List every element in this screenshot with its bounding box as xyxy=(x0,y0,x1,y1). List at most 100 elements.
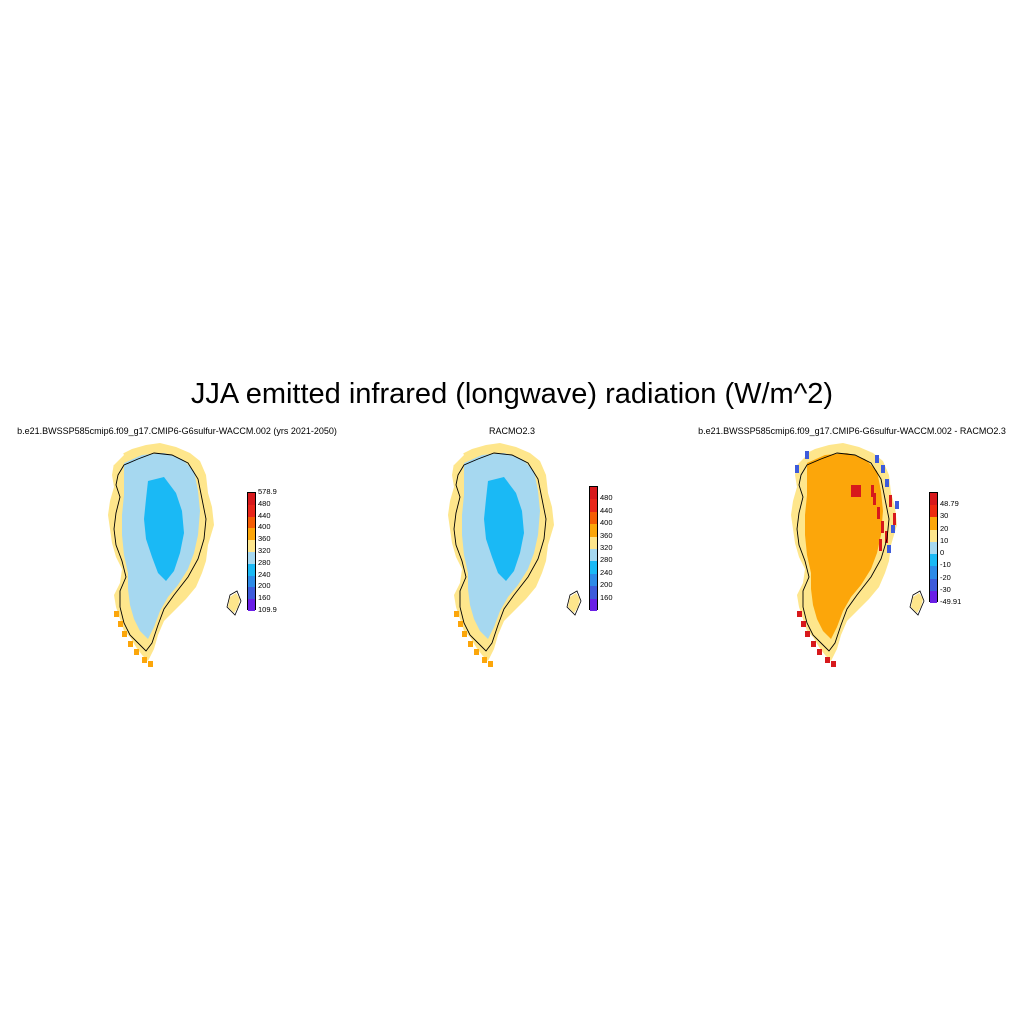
island-patch xyxy=(228,593,240,613)
anomaly-streak xyxy=(881,521,884,533)
colorbar-tick-label: 280 xyxy=(600,555,613,565)
map-racmo xyxy=(442,435,582,667)
colorbar-tick-label: 30 xyxy=(940,511,949,521)
colorbar-tick-label: 280 xyxy=(258,557,271,567)
colorbar-tick-label: 240 xyxy=(600,567,613,577)
colorbar-tick-label: 20 xyxy=(940,523,949,533)
anomaly-streak xyxy=(877,507,880,519)
anomaly-streak xyxy=(891,525,895,533)
colorbar-tick-label: 240 xyxy=(258,569,271,579)
greenland-map xyxy=(446,443,582,667)
colorbar-racmo: 480 440 400 360 320 280 240 200 160 xyxy=(589,486,639,612)
colorbar-tick-label: 400 xyxy=(258,522,271,532)
interior-zone xyxy=(484,477,524,581)
coastal-cell xyxy=(817,649,822,655)
colorbar-swatch xyxy=(248,599,255,612)
greenland-map xyxy=(106,443,242,667)
colorbar-tick-label: 578.9 xyxy=(258,487,277,496)
notch xyxy=(446,447,464,465)
coastal-cell xyxy=(468,641,473,647)
anomaly-hotspot xyxy=(851,485,861,497)
greenland-map xyxy=(789,443,925,667)
colorbar-swatch xyxy=(590,511,597,525)
colorbar-tick-label: -20 xyxy=(940,572,951,582)
island-coastline xyxy=(226,590,242,616)
coastal-cell xyxy=(454,611,459,617)
coastal-cell xyxy=(811,641,816,647)
coastal-cell xyxy=(148,661,153,667)
anomaly-streak xyxy=(885,479,889,487)
colorbar-tick-label: 320 xyxy=(258,546,271,555)
coastal-cell xyxy=(825,657,830,663)
panel-title-racmo: RACMO2.3 xyxy=(488,426,535,436)
colorbar-swatch xyxy=(248,563,255,576)
anomaly-streak xyxy=(879,539,882,551)
map-difference xyxy=(785,435,925,667)
colorbar-swatch xyxy=(930,566,937,579)
colorbar-strip xyxy=(247,492,256,612)
anomaly-streak xyxy=(893,513,896,525)
island-patch xyxy=(568,593,580,613)
colorbar-tick-label: 400 xyxy=(600,518,613,528)
coastal-cell xyxy=(488,661,493,667)
coastline xyxy=(113,452,207,652)
interior-zone xyxy=(144,477,184,581)
colorbar-tick-label: -30 xyxy=(940,584,951,594)
colorbar-model: 578.9 480 440 400 360 320 280 240 200 160 109.9 xyxy=(247,488,297,614)
coastal-cell xyxy=(805,631,810,637)
colorbar-swatch xyxy=(930,590,937,604)
island-patch xyxy=(911,593,923,613)
anomaly-streak xyxy=(805,451,809,459)
coastal-cell xyxy=(831,661,836,667)
colorbar-tick-label: 160 xyxy=(600,592,613,602)
colorbar-difference: 48.79 30 20 10 0 -10 -20 -30 -49.91 xyxy=(929,492,979,606)
anomaly-streak xyxy=(875,455,879,463)
notch xyxy=(106,447,124,465)
map-model xyxy=(102,435,242,667)
coastal-cell xyxy=(114,611,119,617)
colorbar-swatch xyxy=(930,493,937,506)
colorbar-swatch xyxy=(248,540,255,553)
coastal-cell xyxy=(474,649,479,655)
colorbar-tick-label: 480 xyxy=(600,493,613,503)
colorbar-swatch xyxy=(590,524,597,537)
colorbar-swatch xyxy=(590,487,597,500)
colorbar-swatch xyxy=(590,499,597,513)
colorbar-swatch xyxy=(930,517,937,530)
coastal-cell xyxy=(458,621,463,627)
colorbar-swatch xyxy=(930,541,937,555)
anomaly-streak xyxy=(873,493,876,505)
colorbar-swatch xyxy=(248,504,255,517)
colorbar-swatch xyxy=(248,587,255,600)
colorbar-swatch xyxy=(930,578,937,592)
colorbar-swatch xyxy=(590,586,597,599)
colorbar-tick-label: 160 xyxy=(258,593,271,603)
anomaly-streak xyxy=(889,495,892,507)
coastal-cell xyxy=(134,649,139,655)
coastal-cell xyxy=(142,657,147,663)
coastal-cell xyxy=(482,657,487,663)
colorbar-tick-label: -49.91 xyxy=(940,597,962,606)
colorbar-tick-label: 0 xyxy=(940,548,945,558)
colorbar-tick-label: 360 xyxy=(258,534,271,544)
colorbar-swatch xyxy=(590,549,597,562)
colorbar-tick-label: 200 xyxy=(258,581,271,591)
colorbar-swatch xyxy=(248,575,255,588)
coastal-cell xyxy=(462,631,467,637)
anomaly-streak xyxy=(887,545,891,553)
colorbar-swatch xyxy=(930,529,937,543)
island-coastline xyxy=(566,590,582,616)
anomaly-streak xyxy=(795,465,799,473)
colorbar-swatch xyxy=(930,554,937,567)
colorbar-tick-label: 109.9 xyxy=(258,605,277,614)
anomaly-streak xyxy=(871,485,874,497)
panel-title-model: b.e21.BWSSP585cmip6.f09_g17.CMIP6-G6sulf… xyxy=(17,426,337,436)
coastline xyxy=(796,452,890,652)
colorbar-tick-label: 360 xyxy=(600,530,613,540)
colorbar-tick-label: 480 xyxy=(258,498,271,508)
colorbar-tick-label: 10 xyxy=(940,535,949,545)
anomaly-streak xyxy=(895,501,899,509)
colorbar-tick-label: -10 xyxy=(940,560,951,570)
anomaly-streak xyxy=(881,465,885,473)
colorbar-swatch xyxy=(590,598,597,612)
